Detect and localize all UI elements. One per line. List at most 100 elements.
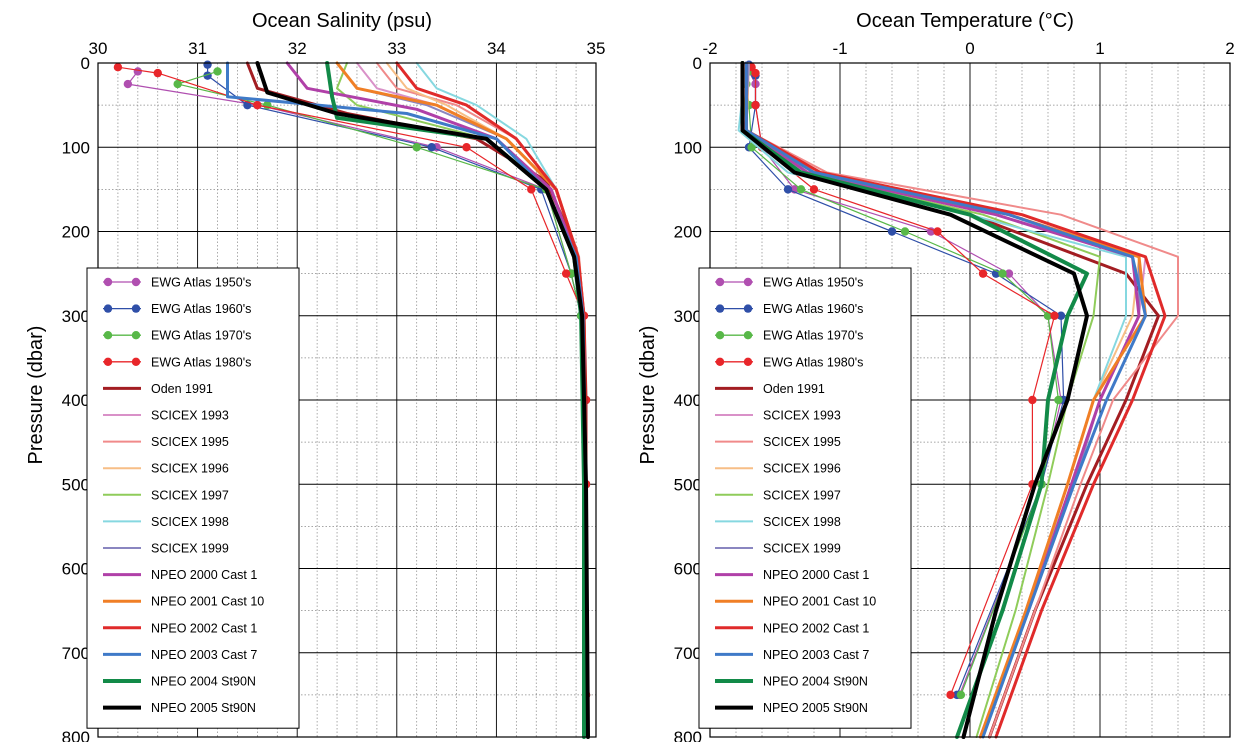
- series-line: [740, 61, 1089, 739]
- y-axis-title: Pressure (dbar): [25, 326, 47, 465]
- x-axis-title: Ocean Temperature (°C): [856, 10, 1074, 32]
- series-group: [113, 60, 591, 739]
- x-tick-label: 30: [89, 39, 108, 58]
- x-tick-label: 2: [1225, 39, 1234, 58]
- series-line: [744, 61, 1167, 739]
- legend-item: EWG Atlas 1970's: [103, 329, 251, 343]
- data-point: [933, 227, 942, 236]
- legend-item: NPEO 2001 Cast 10: [103, 595, 264, 609]
- legend-item: NPEO 2003 Cast 7: [103, 648, 257, 662]
- legend-label: Oden 1991: [763, 382, 825, 396]
- data-point: [113, 63, 123, 72]
- legend-item: EWG Atlas 1960's: [715, 302, 863, 316]
- data-point: [751, 68, 760, 78]
- legend-item: SCICEX 1993: [715, 409, 841, 423]
- y-tick-label: 200: [674, 223, 702, 242]
- y-axis-title: Pressure (dbar): [637, 326, 659, 465]
- data-point: [783, 185, 793, 194]
- legend-box: [86, 267, 300, 729]
- legend-label: SCICEX 1996: [151, 462, 229, 476]
- legend-swatch-marker: [103, 277, 113, 287]
- data-point: [173, 79, 182, 89]
- legend-label: NPEO 2003 Cast 7: [151, 648, 257, 662]
- legend-item: NPEO 2005 St90N: [715, 701, 868, 715]
- legend-item: NPEO 2002 Cast 1: [103, 621, 257, 635]
- series-group: [737, 60, 1179, 739]
- y-tick-label: 0: [693, 54, 702, 73]
- x-tick-label: 35: [587, 39, 606, 58]
- x-tick-label: 33: [387, 39, 406, 58]
- data-point: [253, 100, 262, 110]
- data-point: [751, 100, 760, 110]
- legend-label: SCICEX 1999: [763, 542, 841, 556]
- legend-item: NPEO 2000 Cast 1: [103, 568, 257, 582]
- legend-swatch-marker: [715, 331, 725, 340]
- data-point: [153, 68, 162, 78]
- legend-label: NPEO 2002 Cast 1: [151, 621, 257, 635]
- data-point: [809, 185, 819, 194]
- legend-label: NPEO 2002 Cast 1: [763, 621, 869, 635]
- data-point: [527, 185, 536, 194]
- y-tick-label: 700: [674, 644, 702, 663]
- legend-item: EWG Atlas 1960's: [103, 302, 251, 316]
- y-tick-label: 400: [674, 391, 702, 410]
- y-tick-label: 500: [62, 475, 90, 494]
- legend-swatch-marker: [103, 304, 113, 313]
- legend-label: Oden 1991: [151, 382, 213, 396]
- legend-label: NPEO 2000 Cast 1: [763, 568, 869, 582]
- x-tick-label: 32: [288, 39, 307, 58]
- legend-item: NPEO 2001 Cast 10: [715, 595, 876, 609]
- legend-label: EWG Atlas 1960's: [763, 302, 863, 316]
- legend-label: NPEO 2004 St90N: [151, 675, 256, 689]
- legend-label: EWG Atlas 1950's: [151, 276, 251, 290]
- legend-label: SCICEX 1993: [151, 409, 229, 423]
- legend-label: NPEO 2004 St90N: [763, 675, 868, 689]
- legend-item: SCICEX 1993: [103, 409, 229, 423]
- legend-label: SCICEX 1996: [763, 462, 841, 476]
- legend-swatch-marker: [131, 277, 141, 287]
- data-point: [427, 143, 436, 152]
- data-point: [946, 690, 955, 700]
- legend: EWG Atlas 1950's EWG Atlas 1960's EWG Atla…: [698, 267, 912, 729]
- series-line: [745, 62, 1179, 738]
- legend-item: EWG Atlas 1970's: [715, 329, 863, 343]
- data-point: [796, 185, 806, 194]
- data-point: [133, 67, 143, 76]
- y-tick-label: 200: [62, 223, 90, 242]
- data-point: [1054, 395, 1063, 405]
- legend-item: NPEO 2000 Cast 1: [715, 568, 869, 582]
- legend-label: SCICEX 1999: [151, 542, 229, 556]
- data-point: [462, 143, 471, 152]
- legend-item: SCICEX 1999: [715, 542, 841, 556]
- legend: EWG Atlas 1950's EWG Atlas 1960's EWG Atla…: [86, 267, 300, 729]
- data-point: [412, 143, 421, 152]
- x-tick-label: -2: [702, 39, 717, 58]
- data-point: [887, 227, 897, 236]
- legend-swatch-marker: [715, 357, 725, 366]
- y-tick-label: 500: [674, 475, 702, 494]
- data-point: [203, 60, 212, 69]
- y-tick-label: 800: [674, 728, 702, 742]
- legend-swatch-marker: [131, 357, 141, 366]
- legend-swatch-marker: [715, 304, 725, 313]
- legend-label: SCICEX 1995: [151, 435, 229, 449]
- legend-item: SCICEX 1996: [103, 462, 229, 476]
- legend-item: SCICEX 1997: [103, 488, 229, 502]
- y-tick-label: 100: [674, 138, 702, 157]
- legend-swatch-marker: [131, 331, 141, 340]
- legend-label: NPEO 2005 St90N: [763, 701, 868, 715]
- legend-swatch-marker: [103, 331, 113, 340]
- legend-label: SCICEX 1997: [763, 488, 841, 502]
- x-tick-label: 31: [188, 39, 207, 58]
- legend-label: SCICEX 1997: [151, 488, 229, 502]
- y-tick-label: 600: [674, 560, 702, 579]
- legend-item: EWG Atlas 1950's: [103, 276, 251, 290]
- chart-panel-salinity: 30 31 32 33 34 35 0 100 200 300 400 500 600 700 800 Oce…: [25, 10, 605, 742]
- data-point: [747, 143, 756, 152]
- legend-label: NPEO 2005 St90N: [151, 701, 256, 715]
- legend-label: EWG Atlas 1950's: [763, 276, 863, 290]
- x-tick-label: 0: [965, 39, 974, 58]
- legend-label: SCICEX 1998: [151, 515, 229, 529]
- legend-item: EWG Atlas 1980's: [103, 355, 251, 369]
